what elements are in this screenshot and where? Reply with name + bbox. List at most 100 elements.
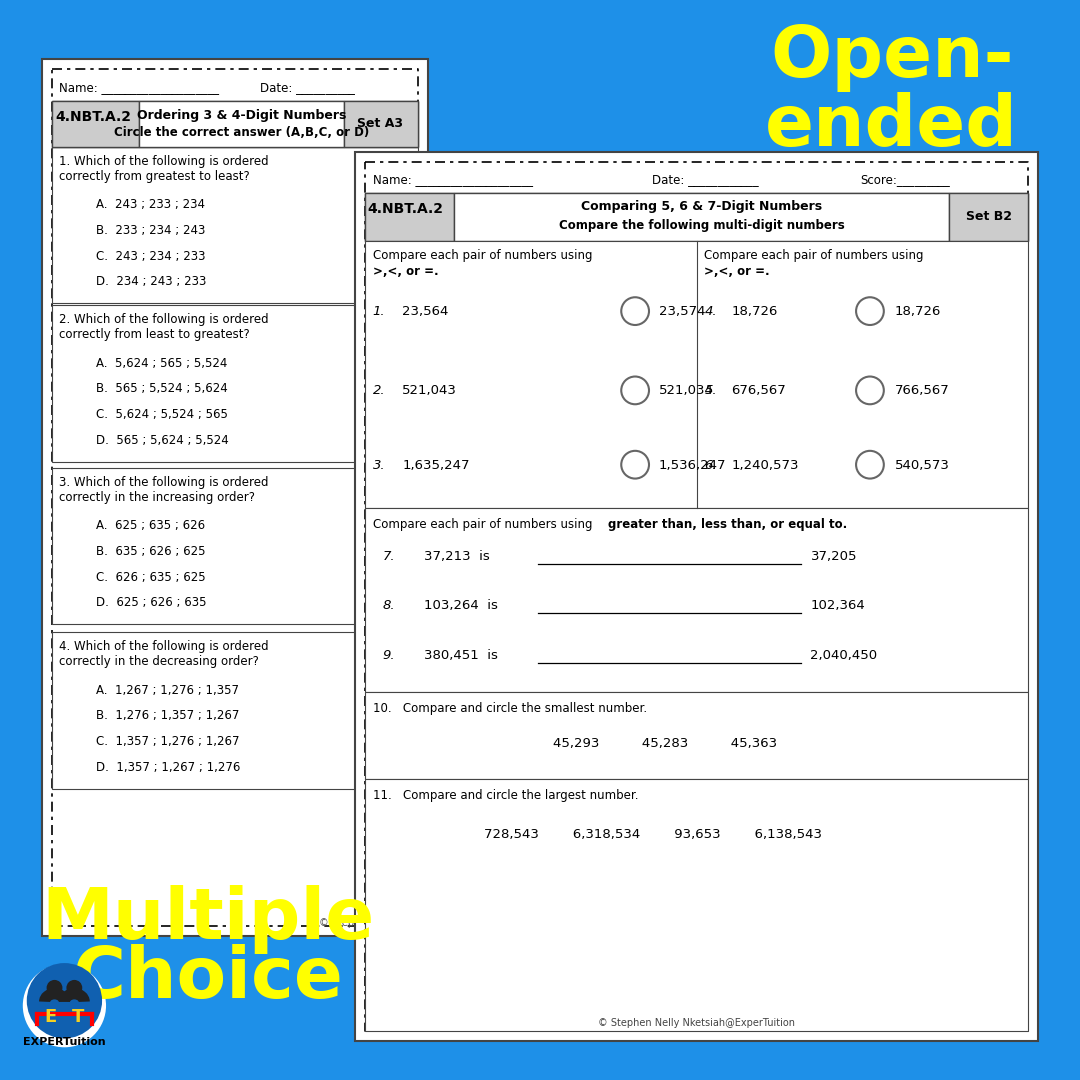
Text: ended: ended xyxy=(766,92,1018,161)
Text: Compare the following multi-digit numbers: Compare the following multi-digit number… xyxy=(558,219,845,232)
Text: © Stephen Nell: © Stephen Nell xyxy=(319,918,394,929)
Text: A.  5,624 ; 565 ; 5,524: A. 5,624 ; 565 ; 5,524 xyxy=(96,356,228,369)
FancyBboxPatch shape xyxy=(52,102,138,147)
Text: Name: ____________________: Name: ____________________ xyxy=(59,81,219,94)
Text: D.  1,357 ; 1,267 ; 1,276: D. 1,357 ; 1,267 ; 1,276 xyxy=(96,761,241,774)
Text: T: T xyxy=(72,1008,84,1026)
Circle shape xyxy=(621,450,649,478)
Text: 8.: 8. xyxy=(382,599,395,612)
FancyBboxPatch shape xyxy=(52,147,418,303)
Text: 1,635,247: 1,635,247 xyxy=(402,459,470,472)
Text: D.  625 ; 626 ; 635: D. 625 ; 626 ; 635 xyxy=(96,596,206,609)
Circle shape xyxy=(856,297,883,325)
FancyBboxPatch shape xyxy=(52,306,418,462)
Text: 4.NBT.A.2: 4.NBT.A.2 xyxy=(367,202,444,216)
Text: 10.   Compare and circle the smallest number.: 10. Compare and circle the smallest numb… xyxy=(373,702,647,715)
Text: B.  1,276 ; 1,357 ; 1,267: B. 1,276 ; 1,357 ; 1,267 xyxy=(96,710,240,723)
Text: B.  233 ; 234 ; 243: B. 233 ; 234 ; 243 xyxy=(96,224,205,237)
Text: Multiple: Multiple xyxy=(41,885,375,954)
Text: 102,364: 102,364 xyxy=(810,599,865,612)
Text: 521,043: 521,043 xyxy=(402,384,457,397)
Text: Comparing 5, 6 & 7-Digit Numbers: Comparing 5, 6 & 7-Digit Numbers xyxy=(581,200,822,213)
Text: Circle the correct answer (A,B,C, or D): Circle the correct answer (A,B,C, or D) xyxy=(113,126,369,139)
Text: 37,213  is: 37,213 is xyxy=(424,550,490,563)
Text: EXPERTuition: EXPERTuition xyxy=(23,1038,106,1048)
Text: 45,293          45,283          45,363: 45,293 45,283 45,363 xyxy=(553,738,777,751)
Text: A.  1,267 ; 1,276 ; 1,357: A. 1,267 ; 1,276 ; 1,357 xyxy=(96,684,239,697)
Text: 1,536,247: 1,536,247 xyxy=(659,459,727,472)
Text: 1. Which of the following is ordered
correctly from greatest to least?: 1. Which of the following is ordered cor… xyxy=(59,154,269,183)
Text: Set A3: Set A3 xyxy=(357,117,404,130)
Text: A.  625 ; 635 ; 626: A. 625 ; 635 ; 626 xyxy=(96,519,205,532)
FancyBboxPatch shape xyxy=(365,691,1028,779)
Text: D.  234 ; 243 ; 233: D. 234 ; 243 ; 233 xyxy=(96,275,206,288)
Text: 676,567: 676,567 xyxy=(731,384,786,397)
Text: C.  1,357 ; 1,276 ; 1,267: C. 1,357 ; 1,276 ; 1,267 xyxy=(96,735,240,748)
Circle shape xyxy=(23,964,106,1048)
Text: Compare each pair of numbers using: Compare each pair of numbers using xyxy=(373,248,592,261)
Text: 9.: 9. xyxy=(382,649,395,662)
Text: 540,573: 540,573 xyxy=(894,459,949,472)
FancyBboxPatch shape xyxy=(365,241,1028,509)
Circle shape xyxy=(856,450,883,478)
Text: 1,240,573: 1,240,573 xyxy=(731,459,799,472)
Text: 2,040,450: 2,040,450 xyxy=(810,649,878,662)
Text: © Stephen Nelly Nketsiah@ExperTuition: © Stephen Nelly Nketsiah@ExperTuition xyxy=(598,1017,795,1027)
Text: greater than, less than, or equal to.: greater than, less than, or equal to. xyxy=(608,518,848,531)
FancyBboxPatch shape xyxy=(354,151,1038,1041)
Text: B.  565 ; 5,524 ; 5,624: B. 565 ; 5,524 ; 5,624 xyxy=(96,382,228,395)
Text: Choice: Choice xyxy=(72,944,343,1013)
FancyBboxPatch shape xyxy=(365,193,454,241)
Text: 18,726: 18,726 xyxy=(894,306,941,319)
Text: 4.: 4. xyxy=(704,306,717,319)
Text: 18,726: 18,726 xyxy=(731,306,778,319)
Text: B.  635 ; 626 ; 625: B. 635 ; 626 ; 625 xyxy=(96,545,205,558)
Text: 4.NBT.A.2: 4.NBT.A.2 xyxy=(55,110,132,124)
Text: Compare each pair of numbers using: Compare each pair of numbers using xyxy=(704,248,924,261)
Text: E: E xyxy=(44,1008,56,1026)
Text: 7.: 7. xyxy=(382,550,395,563)
Text: Compare each pair of numbers using: Compare each pair of numbers using xyxy=(373,518,596,531)
Text: 728,543        6,318,534        93,653        6,138,543: 728,543 6,318,534 93,653 6,138,543 xyxy=(484,828,822,841)
FancyBboxPatch shape xyxy=(52,632,418,788)
Text: 23,564: 23,564 xyxy=(402,306,448,319)
Text: 3. Which of the following is ordered
correctly in the increasing order?: 3. Which of the following is ordered cor… xyxy=(59,475,269,503)
Text: 521,034: 521,034 xyxy=(659,384,714,397)
Circle shape xyxy=(856,377,883,404)
Text: 103,264  is: 103,264 is xyxy=(424,599,498,612)
Text: Name: ____________________: Name: ____________________ xyxy=(373,174,532,187)
Circle shape xyxy=(621,297,649,325)
Text: 2.: 2. xyxy=(373,384,386,397)
FancyBboxPatch shape xyxy=(343,102,418,147)
Text: D.  565 ; 5,624 ; 5,524: D. 565 ; 5,624 ; 5,524 xyxy=(96,434,229,447)
Text: A.  243 ; 233 ; 234: A. 243 ; 233 ; 234 xyxy=(96,198,205,212)
Text: >,<, or =.: >,<, or =. xyxy=(704,265,770,278)
FancyBboxPatch shape xyxy=(949,193,1028,241)
Circle shape xyxy=(66,980,82,996)
FancyBboxPatch shape xyxy=(454,193,949,241)
Text: 2. Which of the following is ordered
correctly from least to greatest?: 2. Which of the following is ordered cor… xyxy=(59,313,269,341)
Text: Set B2: Set B2 xyxy=(966,211,1012,224)
Circle shape xyxy=(46,980,63,996)
Text: Date: __________: Date: __________ xyxy=(259,81,354,94)
Text: 766,567: 766,567 xyxy=(894,384,949,397)
FancyBboxPatch shape xyxy=(42,59,428,936)
Text: 3.: 3. xyxy=(373,459,386,472)
Text: C.  626 ; 635 ; 625: C. 626 ; 635 ; 625 xyxy=(96,570,206,583)
Circle shape xyxy=(621,377,649,404)
Text: C.  243 ; 234 ; 233: C. 243 ; 234 ; 233 xyxy=(96,249,205,262)
FancyBboxPatch shape xyxy=(365,779,1028,1031)
Text: Ordering 3 & 4-Digit Numbers: Ordering 3 & 4-Digit Numbers xyxy=(136,109,346,122)
Text: 1.: 1. xyxy=(373,306,386,319)
Text: 6.: 6. xyxy=(704,459,717,472)
Text: 4. Which of the following is ordered
correctly in the decreasing order?: 4. Which of the following is ordered cor… xyxy=(59,640,269,669)
FancyBboxPatch shape xyxy=(365,509,1028,691)
FancyBboxPatch shape xyxy=(365,193,1028,241)
Text: 380,451  is: 380,451 is xyxy=(424,649,498,662)
Text: Date: ____________: Date: ____________ xyxy=(652,174,758,187)
FancyBboxPatch shape xyxy=(52,468,418,624)
Text: 23,574: 23,574 xyxy=(659,306,705,319)
Text: 11.   Compare and circle the largest number.: 11. Compare and circle the largest numbe… xyxy=(373,788,638,801)
Text: C.  5,624 ; 5,524 ; 565: C. 5,624 ; 5,524 ; 565 xyxy=(96,408,228,421)
Text: >,<, or =.: >,<, or =. xyxy=(373,265,438,278)
